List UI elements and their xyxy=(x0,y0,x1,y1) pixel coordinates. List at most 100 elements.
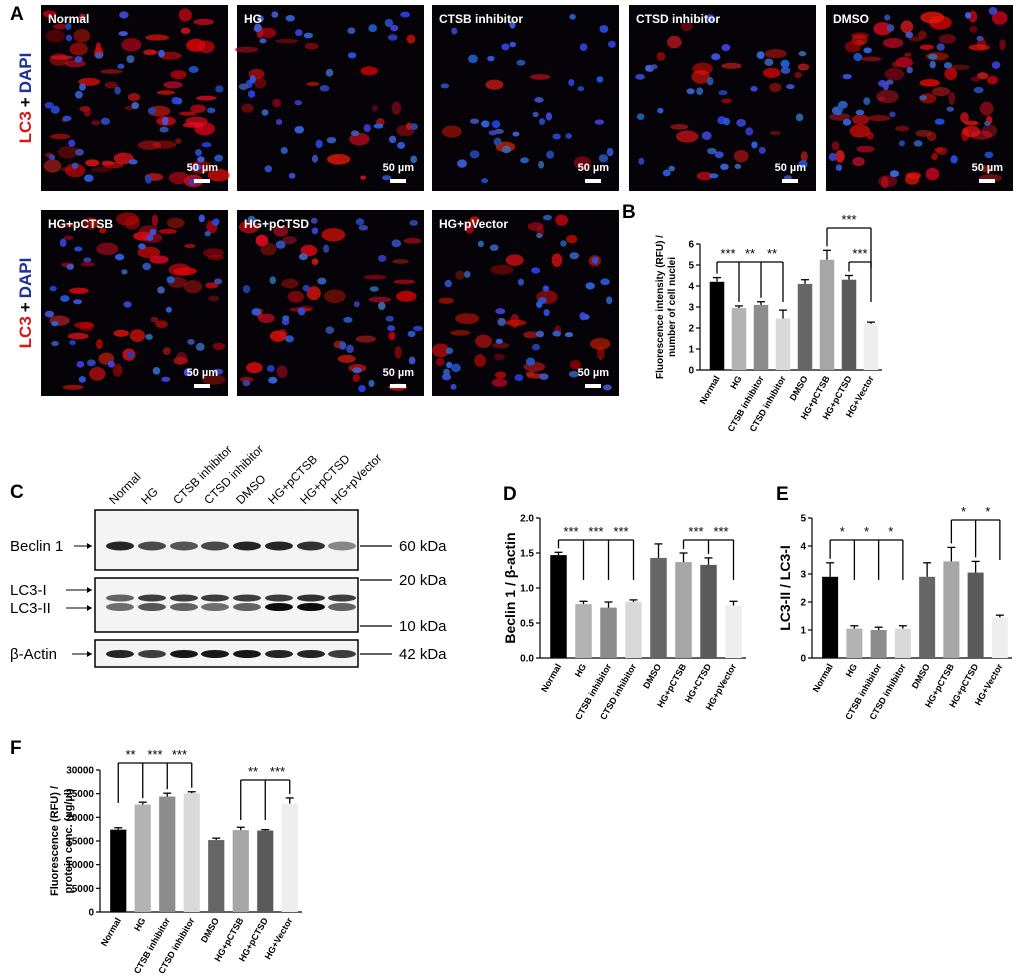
nucleus xyxy=(266,365,275,373)
lc3-signal xyxy=(202,374,226,385)
nucleus xyxy=(928,53,938,60)
lc3-signal xyxy=(925,167,940,181)
nucleus xyxy=(271,11,279,18)
nucleus xyxy=(65,23,72,30)
nucleus xyxy=(441,373,452,381)
lc3-signal xyxy=(176,351,188,363)
significance-label: ** xyxy=(745,246,755,261)
error-bar xyxy=(971,560,980,573)
scale-label: 50 µm xyxy=(578,162,610,174)
lc3-signal xyxy=(680,21,693,32)
nucleus xyxy=(214,154,224,162)
nucleus xyxy=(650,64,658,70)
nucleus xyxy=(638,157,645,165)
nucleus xyxy=(381,175,392,181)
lc3-signal xyxy=(241,103,254,113)
x-tick-label: HG xyxy=(844,662,859,679)
lane-label: HG xyxy=(138,484,161,507)
nucleus xyxy=(709,173,719,179)
lc3-signal xyxy=(87,220,101,226)
lc3-signal xyxy=(878,175,898,188)
nucleus xyxy=(275,240,286,249)
marker-label: 10 kDa xyxy=(399,618,447,635)
nucleus xyxy=(400,11,410,18)
nucleus xyxy=(114,86,121,95)
nucleus xyxy=(535,330,545,338)
blot-band xyxy=(201,594,229,602)
lc3-signal xyxy=(450,329,471,336)
error-bar xyxy=(898,625,907,629)
lc3-signal xyxy=(57,222,78,228)
error-bar xyxy=(138,801,147,805)
nucleus xyxy=(157,286,165,294)
lc3-signal xyxy=(860,56,882,62)
arrow-head xyxy=(87,651,92,657)
nucleus xyxy=(343,316,353,323)
nucleus xyxy=(501,145,512,154)
nucleus xyxy=(512,131,520,137)
lc3-signal xyxy=(127,93,141,102)
lc3-signal xyxy=(150,316,159,323)
nucleus xyxy=(369,286,379,292)
y-tick-label: 2.0 xyxy=(520,514,534,525)
lc3-signal xyxy=(276,365,288,379)
lc3-signal xyxy=(938,34,956,44)
nucleus xyxy=(579,43,588,51)
lc3-signal xyxy=(884,67,905,81)
lc3-signal xyxy=(391,101,402,115)
lc3-signal xyxy=(96,242,119,256)
nucleus xyxy=(542,214,553,221)
lc3-signal xyxy=(849,124,871,138)
nucleus xyxy=(577,86,585,92)
nucleus xyxy=(842,73,852,80)
nucleus xyxy=(152,366,161,375)
nucleus xyxy=(780,66,791,74)
lc3-signal xyxy=(363,274,387,280)
nucleus xyxy=(714,151,724,159)
error-bar xyxy=(679,552,688,563)
lc3-signal xyxy=(721,62,742,69)
lc3-signal xyxy=(769,130,781,136)
nucleus xyxy=(495,308,506,315)
blot-band xyxy=(265,603,293,611)
stain-label: LC3 + DAPI xyxy=(16,258,35,349)
lc3-signal xyxy=(275,38,299,44)
y-tick-label: 1.5 xyxy=(520,549,534,560)
nucleus xyxy=(534,97,544,103)
nucleus xyxy=(517,278,525,286)
nucleus xyxy=(188,66,199,74)
lc3-signal xyxy=(485,79,504,90)
nucleus xyxy=(183,368,191,377)
nucleus xyxy=(238,83,249,90)
nucleus xyxy=(542,285,550,292)
nucleus xyxy=(552,330,562,337)
lc3-signal xyxy=(676,130,699,143)
error-bar xyxy=(554,551,563,556)
lc3-signal xyxy=(173,356,188,365)
nucleus xyxy=(707,147,717,155)
blot-band xyxy=(170,650,198,658)
nucleus xyxy=(388,135,397,144)
nucleus xyxy=(204,230,211,237)
error-bar xyxy=(604,601,613,608)
nucleus xyxy=(297,307,306,316)
nucleus xyxy=(934,118,945,125)
lc3-signal xyxy=(101,160,114,166)
significance-label: ** xyxy=(125,747,135,762)
lc3-signal xyxy=(876,89,899,104)
lc3-signal xyxy=(494,353,506,361)
lc3-signal xyxy=(145,34,170,41)
lc3-signal xyxy=(474,354,486,368)
nucleus xyxy=(686,88,695,95)
lc3-signal xyxy=(882,37,904,49)
nucleus xyxy=(259,38,267,44)
nucleus xyxy=(118,31,128,37)
y-tick-label: 5 xyxy=(688,261,694,272)
error-bar xyxy=(629,599,638,602)
nucleus xyxy=(906,66,913,74)
nucleus xyxy=(764,58,774,67)
nucleus xyxy=(62,115,72,121)
nucleus xyxy=(50,105,60,114)
nucleus xyxy=(249,75,256,84)
y-tick-label: 4 xyxy=(800,542,806,553)
